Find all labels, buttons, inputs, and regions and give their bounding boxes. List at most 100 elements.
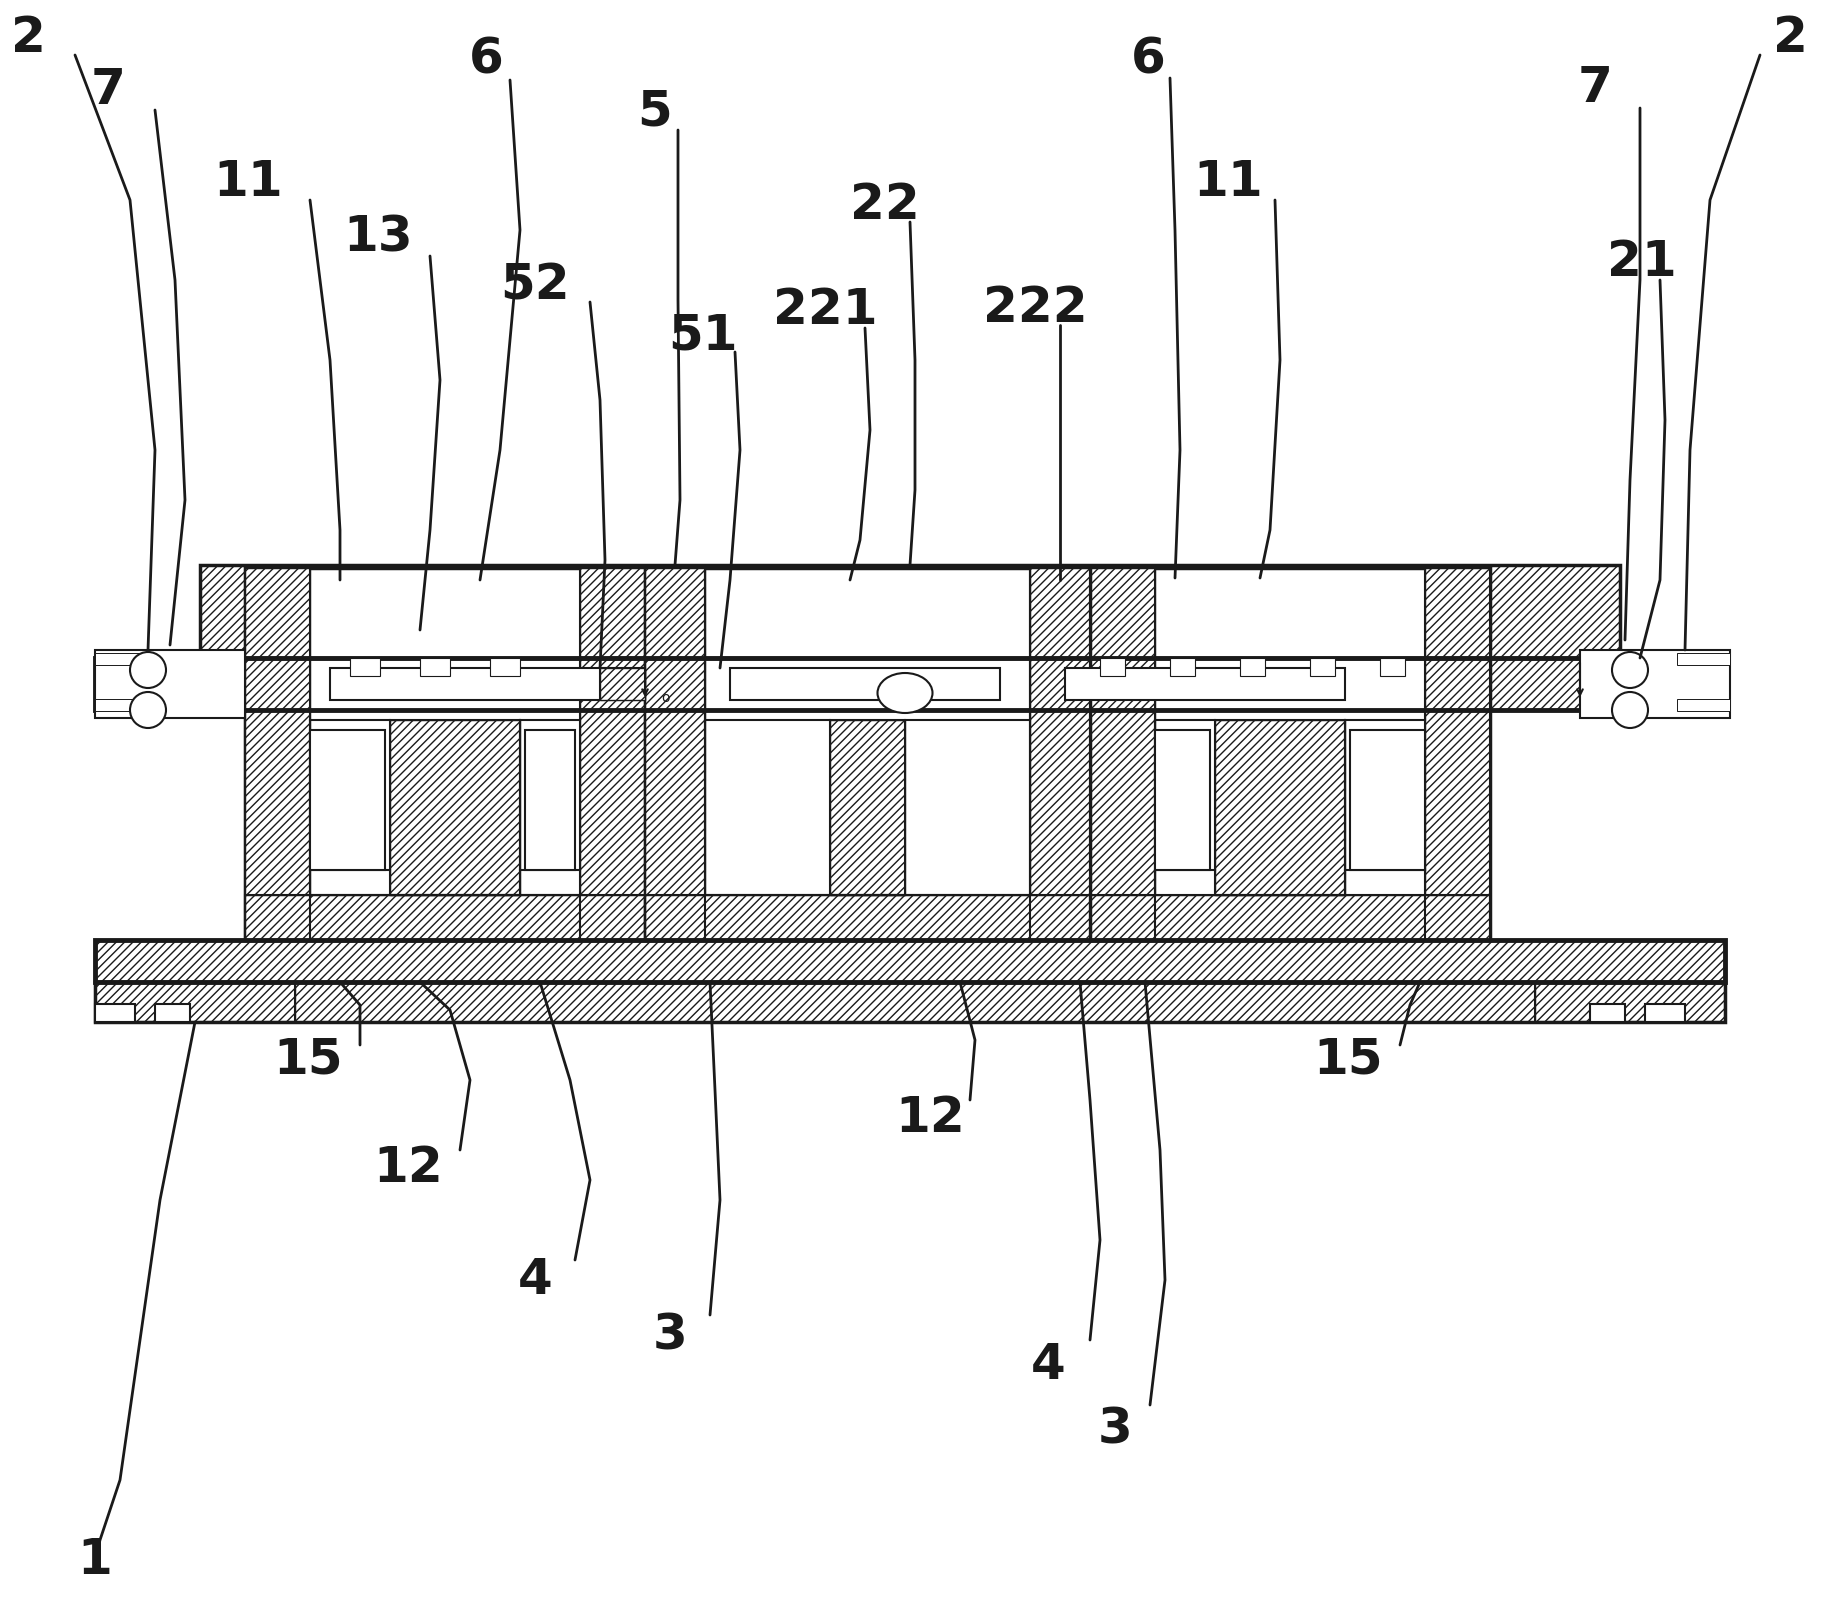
- Ellipse shape: [878, 673, 933, 713]
- Text: 2: 2: [11, 14, 46, 62]
- Bar: [645, 569, 705, 940]
- Bar: [244, 569, 310, 940]
- Text: 222: 222: [983, 284, 1088, 332]
- Text: 4: 4: [1031, 1341, 1065, 1389]
- Text: 12: 12: [895, 1094, 964, 1142]
- Bar: [645, 569, 705, 940]
- Bar: [1214, 719, 1345, 896]
- Bar: [645, 569, 1089, 940]
- Bar: [1031, 569, 1089, 940]
- Bar: [351, 658, 380, 676]
- Bar: [1031, 569, 1089, 940]
- Text: 4: 4: [518, 1256, 553, 1304]
- Bar: [601, 668, 645, 700]
- Bar: [1380, 658, 1405, 676]
- Bar: [331, 668, 610, 700]
- Bar: [1089, 896, 1490, 940]
- Text: 5: 5: [637, 88, 672, 136]
- Bar: [490, 658, 520, 676]
- Text: 2: 2: [1773, 14, 1808, 62]
- Bar: [580, 569, 645, 940]
- Bar: [1240, 658, 1266, 676]
- Bar: [1426, 569, 1490, 940]
- Text: 11: 11: [1192, 159, 1262, 207]
- Bar: [729, 575, 781, 647]
- Bar: [645, 896, 1089, 940]
- Bar: [1536, 982, 1725, 1022]
- Bar: [1310, 658, 1335, 676]
- Bar: [1214, 719, 1345, 896]
- Text: o: o: [661, 690, 669, 705]
- Bar: [645, 896, 1089, 940]
- Text: 7: 7: [1578, 64, 1613, 112]
- Text: 1: 1: [77, 1536, 112, 1584]
- Bar: [1536, 982, 1725, 1022]
- Circle shape: [1613, 692, 1648, 727]
- Bar: [1644, 1004, 1685, 1022]
- Text: 22: 22: [851, 181, 920, 229]
- Circle shape: [130, 652, 165, 687]
- Bar: [830, 719, 906, 896]
- Text: 7: 7: [90, 66, 125, 114]
- Text: 15: 15: [1313, 1036, 1383, 1085]
- Text: 15: 15: [274, 1036, 344, 1085]
- Bar: [781, 575, 1089, 647]
- Text: 6: 6: [468, 35, 503, 83]
- Bar: [729, 668, 999, 700]
- Bar: [244, 569, 645, 940]
- Bar: [830, 719, 906, 896]
- Bar: [96, 698, 149, 711]
- Bar: [1155, 731, 1211, 870]
- Bar: [310, 575, 621, 647]
- Text: 11: 11: [213, 159, 283, 207]
- Text: 51: 51: [669, 311, 738, 359]
- Circle shape: [1613, 652, 1648, 687]
- Bar: [96, 940, 1725, 982]
- Bar: [96, 1004, 134, 1022]
- Bar: [1426, 569, 1490, 940]
- Text: 221: 221: [773, 287, 878, 333]
- Bar: [154, 1004, 189, 1022]
- Bar: [96, 982, 1725, 1022]
- Text: 13: 13: [344, 215, 413, 263]
- Bar: [96, 658, 1725, 710]
- Bar: [1580, 650, 1730, 718]
- Bar: [1065, 668, 1345, 700]
- Bar: [525, 731, 575, 870]
- Bar: [96, 982, 296, 1022]
- Bar: [96, 654, 149, 665]
- Bar: [1089, 569, 1155, 940]
- Text: 52: 52: [500, 261, 569, 309]
- Bar: [1100, 658, 1124, 676]
- Text: 6: 6: [1130, 35, 1165, 83]
- Bar: [1089, 896, 1490, 940]
- Bar: [96, 982, 1725, 1022]
- Bar: [200, 566, 1620, 658]
- Bar: [601, 668, 645, 700]
- Bar: [96, 650, 244, 718]
- Text: 21: 21: [1607, 239, 1677, 287]
- Bar: [1591, 1004, 1626, 1022]
- Bar: [1677, 698, 1730, 711]
- Circle shape: [130, 692, 165, 727]
- Text: 12: 12: [373, 1144, 443, 1192]
- Bar: [389, 719, 520, 896]
- Bar: [244, 896, 645, 940]
- Bar: [1089, 569, 1155, 940]
- Bar: [580, 569, 645, 940]
- Bar: [96, 982, 296, 1022]
- Bar: [96, 940, 1725, 982]
- Bar: [310, 731, 386, 870]
- Bar: [244, 896, 645, 940]
- Bar: [421, 658, 450, 676]
- Bar: [1350, 731, 1426, 870]
- Bar: [244, 569, 310, 940]
- Bar: [200, 566, 1620, 658]
- Bar: [1677, 654, 1730, 665]
- Bar: [1089, 569, 1490, 940]
- Bar: [96, 658, 1725, 710]
- Text: 3: 3: [1099, 1407, 1132, 1455]
- Bar: [1170, 658, 1196, 676]
- Bar: [389, 719, 520, 896]
- Text: 3: 3: [652, 1310, 687, 1358]
